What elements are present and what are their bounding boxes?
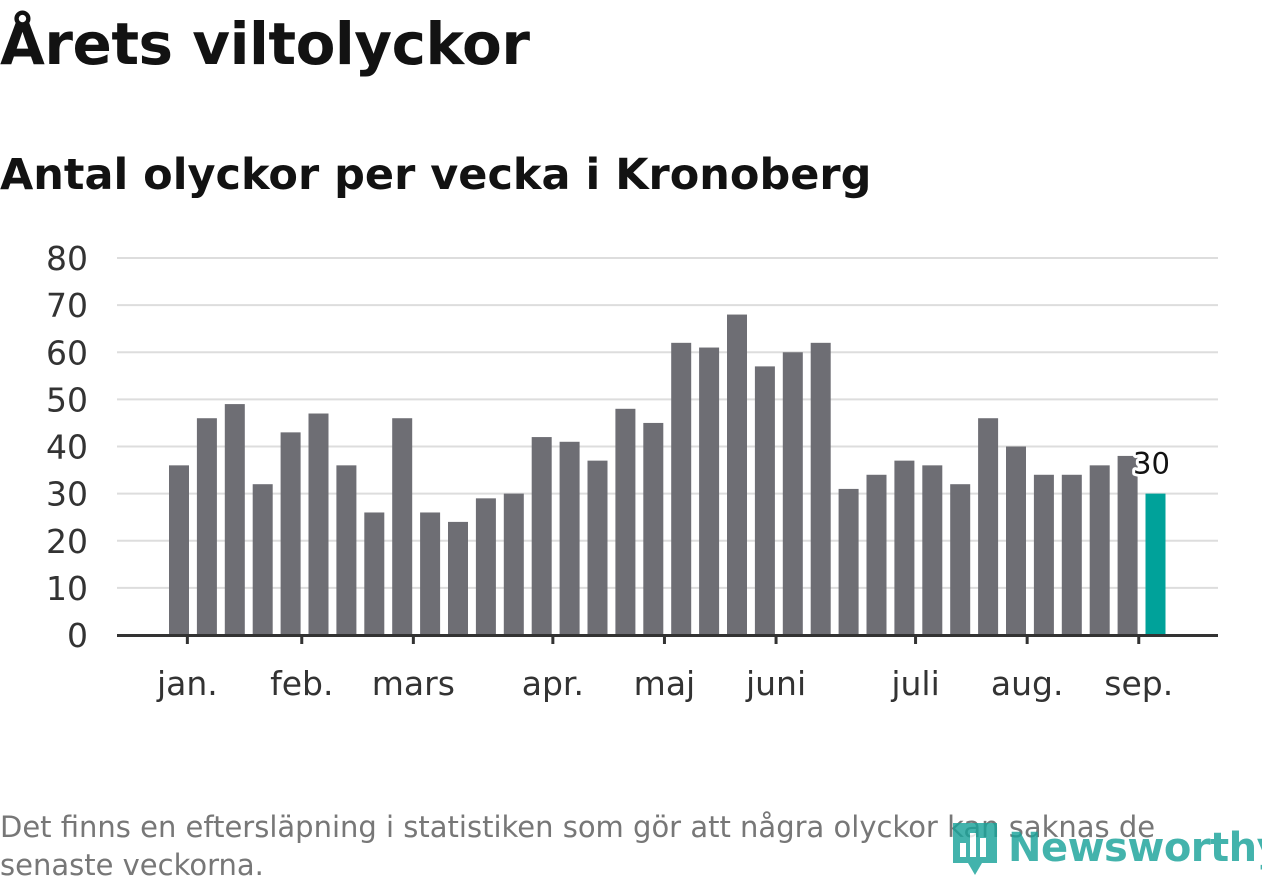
bar[interactable] — [503, 493, 524, 635]
bar[interactable] — [559, 441, 580, 635]
x-tick-label: jan. — [156, 664, 218, 703]
bar[interactable] — [671, 342, 692, 635]
y-axis-ticks: 0 10 20 30 40 50 60 70 80 — [46, 239, 88, 655]
bar[interactable] — [1117, 455, 1138, 635]
grid-lines — [117, 257, 1218, 589]
y-tick-label: 0 — [67, 616, 88, 655]
bar[interactable] — [1006, 446, 1026, 636]
bar[interactable] — [587, 460, 608, 635]
y-tick-label: 10 — [46, 569, 88, 608]
bar[interactable] — [1033, 474, 1054, 635]
y-tick-label: 20 — [46, 522, 88, 561]
bar[interactable] — [420, 512, 441, 635]
bars — [169, 314, 1166, 636]
bar[interactable] — [1089, 465, 1110, 635]
data-labels: 30 — [1130, 444, 1173, 484]
y-tick-label: 70 — [46, 286, 88, 325]
data-label: 30 — [1133, 447, 1170, 481]
bar-chart-logo-icon — [953, 823, 997, 875]
bar[interactable] — [978, 418, 999, 635]
bar[interactable] — [866, 474, 887, 635]
bar[interactable] — [196, 418, 217, 635]
bar[interactable] — [754, 366, 775, 635]
bar[interactable] — [838, 488, 859, 635]
y-tick-label: 60 — [46, 333, 88, 372]
bar[interactable] — [1061, 474, 1082, 635]
bar[interactable] — [364, 512, 385, 635]
bar[interactable] — [448, 521, 468, 635]
chart-subtitle: Antal olyckor per vecka i Kronoberg — [0, 150, 872, 200]
bar[interactable] — [531, 437, 552, 635]
x-tick-label: mars — [372, 664, 455, 703]
bar[interactable] — [280, 432, 301, 635]
logo-text: Newsworthy — [1008, 825, 1262, 871]
bar[interactable] — [810, 342, 831, 635]
x-tick-label: juni — [745, 664, 806, 703]
x-tick-label: feb. — [270, 664, 333, 703]
y-tick-label: 30 — [46, 475, 88, 514]
bar-highlight[interactable] — [1145, 493, 1166, 635]
chart-title: Årets viltolyckor — [0, 10, 530, 78]
bar[interactable] — [475, 498, 496, 635]
bar[interactable] — [727, 314, 747, 635]
x-tick-label: maj — [634, 664, 696, 703]
bar[interactable] — [950, 484, 971, 635]
bar[interactable] — [224, 404, 245, 635]
bar[interactable] — [392, 418, 413, 635]
x-tick-label: apr. — [522, 664, 584, 703]
y-tick-label: 40 — [46, 428, 88, 467]
x-tick-label: juli — [890, 664, 939, 703]
bar[interactable] — [782, 352, 803, 635]
bar[interactable] — [894, 460, 915, 635]
bar[interactable] — [252, 484, 273, 635]
bar[interactable] — [336, 465, 357, 635]
bar[interactable] — [643, 422, 664, 635]
y-tick-label: 80 — [46, 239, 88, 278]
bar[interactable] — [169, 465, 189, 635]
x-axis-ticks: jan. feb. mars apr. maj juni juli aug. sep. — [156, 635, 1173, 703]
x-tick-label: aug. — [991, 664, 1064, 703]
y-tick-label: 50 — [46, 380, 88, 419]
bar[interactable] — [922, 465, 943, 635]
newsworthy-logo[interactable]: Newsworthy — [950, 818, 1262, 878]
x-tick-label: sep. — [1104, 664, 1173, 703]
bar[interactable] — [308, 413, 329, 635]
bar[interactable] — [615, 408, 636, 635]
bar[interactable] — [699, 347, 720, 635]
